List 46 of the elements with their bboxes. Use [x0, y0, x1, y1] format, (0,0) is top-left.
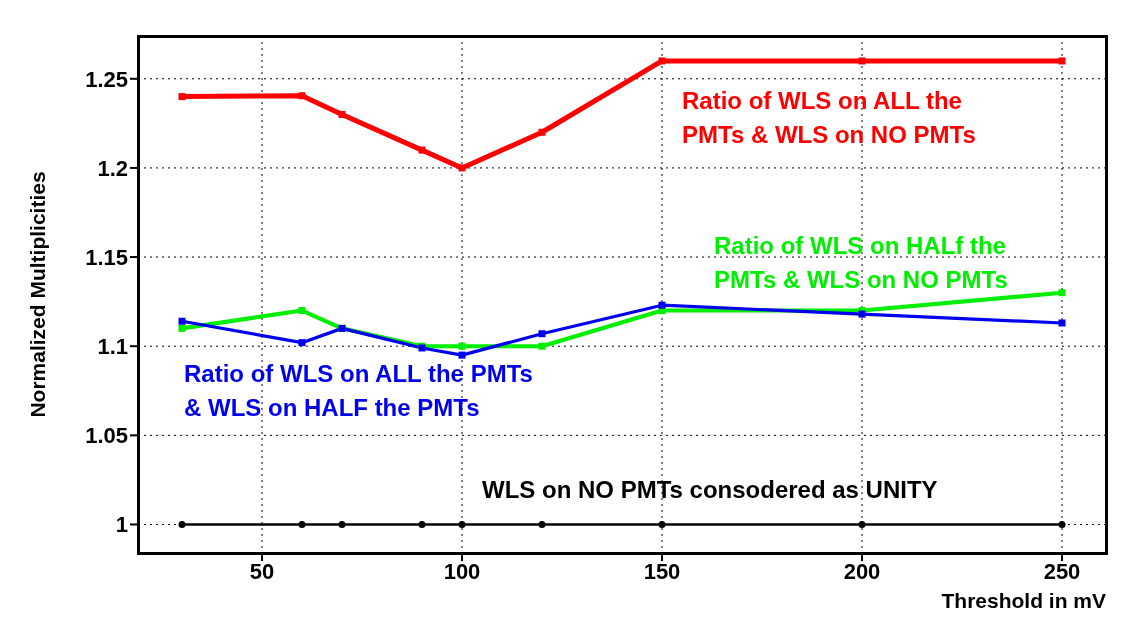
y-tick-label: 1.25	[85, 66, 128, 92]
point	[1058, 57, 1066, 65]
point	[458, 164, 466, 172]
x-axis-title: Threshold in mV	[941, 589, 1106, 613]
point	[658, 520, 666, 528]
point	[458, 351, 466, 359]
point	[1058, 289, 1066, 297]
y-tick-label: 1.1	[97, 334, 128, 360]
point	[1058, 520, 1066, 528]
point	[658, 57, 666, 65]
series-label: Ratio of WLS on ALL the PMTs & WLS on NO PMTs	[682, 86, 977, 151]
point	[538, 342, 546, 350]
point	[338, 110, 346, 118]
point	[178, 520, 186, 528]
point	[298, 520, 306, 528]
x-tick-label: 100	[443, 558, 481, 584]
series-label: Ratio of WLS on ALL the PMTs & WLS on HALF the PMTs	[184, 358, 534, 423]
point	[458, 342, 466, 350]
point	[658, 301, 666, 309]
y-tick-label: 1.15	[85, 244, 128, 270]
x-tick-label: 150	[643, 558, 681, 584]
point	[178, 324, 186, 332]
point	[338, 520, 346, 528]
x-tick-label: 50	[249, 558, 275, 584]
point	[298, 339, 306, 347]
y-tick-label: 1.05	[85, 423, 128, 449]
x-tick-label: 250	[1043, 558, 1081, 584]
point	[458, 520, 466, 528]
point	[538, 330, 546, 338]
point	[298, 307, 306, 315]
point	[858, 520, 866, 528]
x-tick-label: 200	[843, 558, 881, 584]
point	[418, 146, 426, 154]
point	[1058, 319, 1066, 327]
y-tick-label: 1	[115, 512, 128, 538]
series-label: WLS on NO PMTs consodered as UNITY	[482, 474, 939, 505]
point	[178, 93, 186, 101]
series-label: Ratio of WLS on HALf the PMTs & WLS on NO PMTs	[714, 230, 1009, 295]
y-tick-label: 1.2	[97, 155, 128, 181]
point	[418, 520, 426, 528]
y-axis-title: Normalized Multiplicities	[26, 171, 50, 418]
point	[298, 92, 306, 100]
point	[538, 520, 546, 528]
point	[178, 317, 186, 325]
point	[858, 57, 866, 65]
point	[538, 128, 546, 136]
